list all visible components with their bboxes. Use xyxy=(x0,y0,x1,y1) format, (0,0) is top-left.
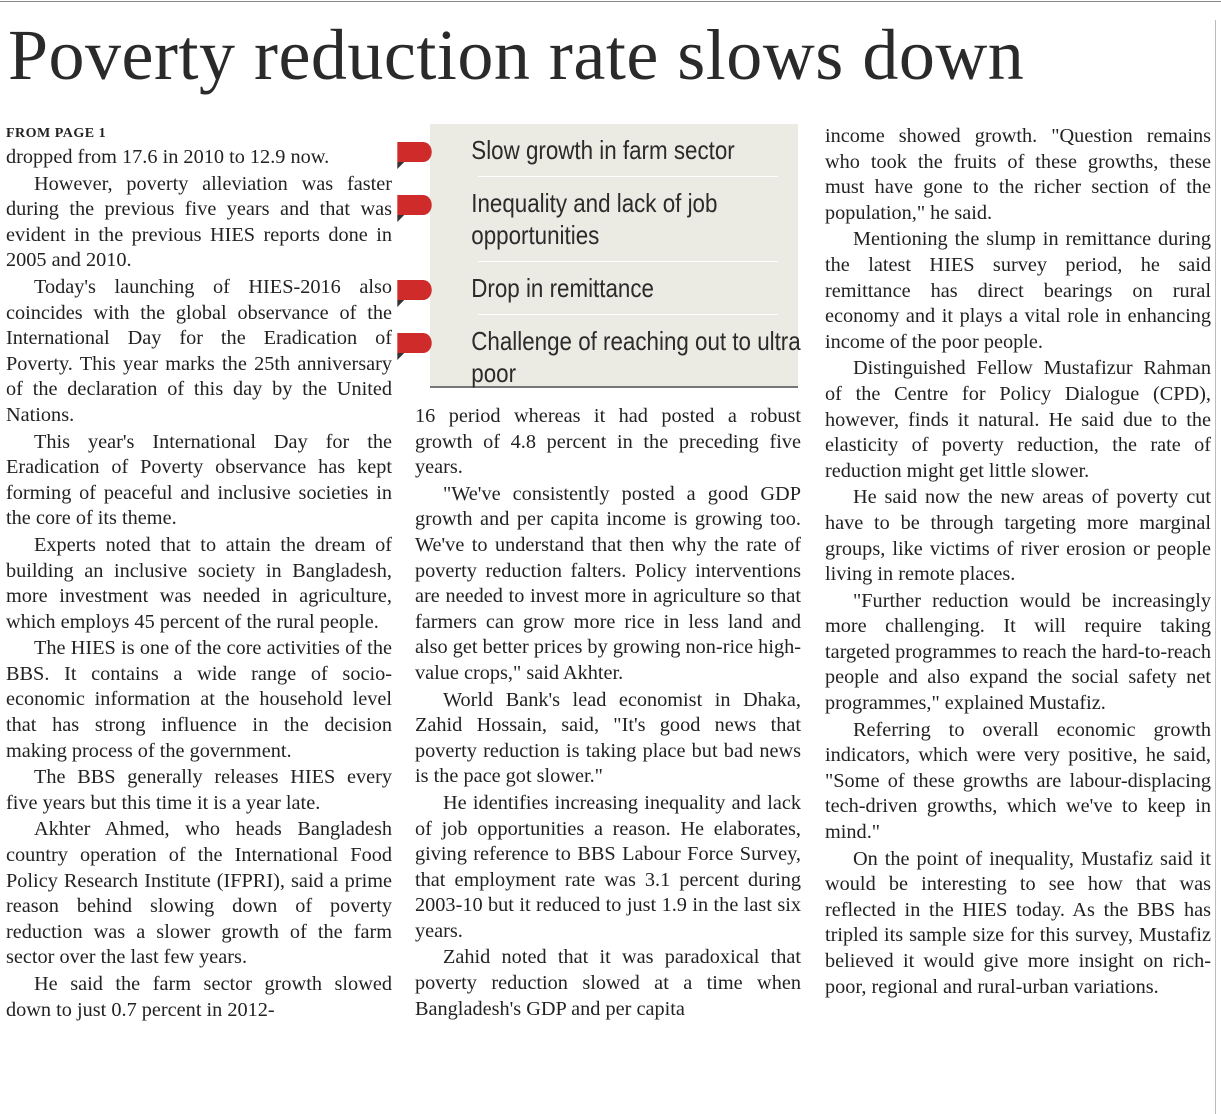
paragraph: The BBS generally releases HIES every fi… xyxy=(6,766,392,814)
red-flag-bullet-icon xyxy=(397,333,432,360)
paragraph: The HIES is one of the core activities o… xyxy=(6,637,392,762)
column-rule xyxy=(1215,20,1216,1114)
red-flag-bullet-icon xyxy=(397,195,432,222)
paragraph: Mentioning the slump in remittance durin… xyxy=(825,228,1211,353)
paragraph: "Further reduction would be increasingly… xyxy=(825,589,1211,715)
paragraph: 16 period whereas it had posted a robust… xyxy=(415,405,801,479)
paragraph: "We've consistently posted a good GDP gr… xyxy=(415,482,801,684)
paragraph: Zahid noted that it was paradoxical that… xyxy=(415,946,801,1020)
paragraph: World Bank's lead economist in Dhaka, Za… xyxy=(415,688,801,788)
paragraph: He said now the new areas of poverty cut… xyxy=(825,486,1211,586)
paragraph: He said the farm sector growth slowed do… xyxy=(6,973,392,1021)
factor-text: Drop in remittance xyxy=(471,273,654,303)
factor-item: Challenge of reaching out to ultra poor xyxy=(397,319,824,395)
paragraph: Distinguished Fellow Mustafizur Rahman o… xyxy=(825,357,1211,482)
red-flag-bullet-icon xyxy=(397,280,432,307)
top-rule xyxy=(0,1,1221,2)
column-body: 16 period whereas it had posted a robust… xyxy=(415,404,801,1022)
column-body: dropped from 17.6 in 2010 to 12.9 now. Ho… xyxy=(6,145,392,1023)
paragraph: However, poverty alleviation was faster … xyxy=(6,172,392,272)
paragraph: This year's International Day for the Er… xyxy=(6,430,392,530)
paragraph: dropped from 17.6 in 2010 to 12.9 now. xyxy=(6,146,330,168)
factor-item: Slow growth in farm sector xyxy=(397,128,824,172)
divider xyxy=(478,261,778,262)
kicker: FROM PAGE 1 xyxy=(6,126,107,141)
factor-item: Inequality and lack of job opportunities xyxy=(397,181,824,257)
article-column-1: FROM PAGE 1 dropped from 17.6 in 2010 to… xyxy=(6,124,392,1024)
paragraph: Today's launching of HIES-2016 also coin… xyxy=(6,275,392,426)
article-column-3: income showed growth. "Question remains … xyxy=(825,124,1211,1001)
factor-text: Inequality and lack of job opportunities xyxy=(471,188,718,250)
column-body: income showed growth. "Question remains … xyxy=(825,124,1211,1000)
paragraph: Experts noted that to attain the dream o… xyxy=(6,533,392,633)
headline: Poverty reduction rate slows down xyxy=(8,15,1025,95)
divider xyxy=(478,314,778,315)
factor-text: Slow growth in farm sector xyxy=(471,135,735,165)
red-flag-bullet-icon xyxy=(397,142,432,169)
key-factors-box: Slow growth in farm sector Inequality an… xyxy=(397,124,801,388)
paragraph: He identifies increasing inequality and … xyxy=(415,791,801,942)
divider xyxy=(478,176,778,177)
paragraph: Referring to overall economic growth ind… xyxy=(825,718,1211,844)
factor-item: Drop in remittance xyxy=(397,266,824,310)
factor-text: Challenge of reaching out to ultra poor xyxy=(471,326,801,388)
article-column-2: 16 period whereas it had posted a robust… xyxy=(415,404,801,1023)
paragraph: Akhter Ahmed, who heads Bangladesh count… xyxy=(6,818,392,969)
paragraph: On the point of inequality, Mustafiz sai… xyxy=(825,847,1211,998)
paragraph: income showed growth. "Question remains … xyxy=(825,125,1211,224)
